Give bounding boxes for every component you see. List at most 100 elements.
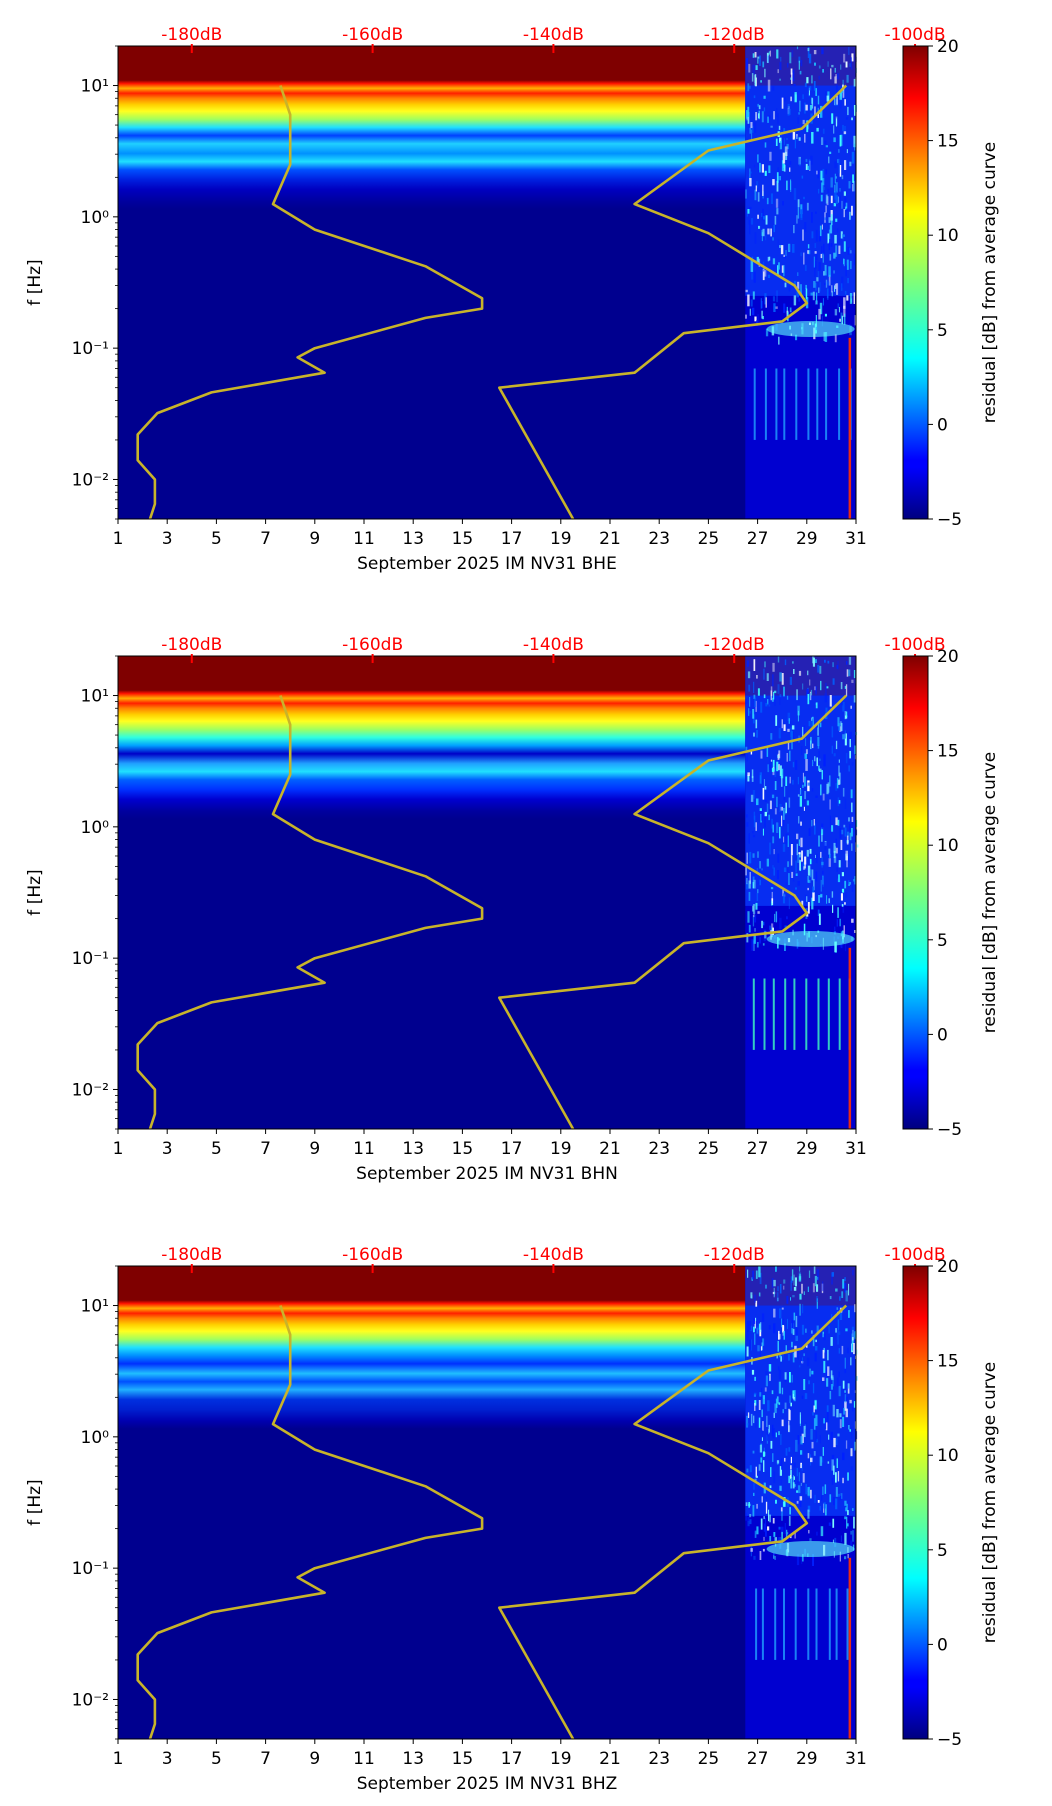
noise-speck bbox=[749, 178, 752, 187]
noise-speck bbox=[762, 228, 765, 237]
x-tick-label: 3 bbox=[162, 1139, 173, 1159]
noise-speck bbox=[774, 1556, 776, 1560]
x-tick-label: 3 bbox=[162, 529, 173, 549]
noise-speck bbox=[789, 167, 791, 172]
noise-speck bbox=[819, 302, 823, 315]
noise-speck bbox=[757, 882, 760, 885]
noise-speck bbox=[779, 172, 781, 184]
noise-speck bbox=[747, 1412, 750, 1418]
noise-speck bbox=[790, 855, 793, 866]
noise-speck bbox=[832, 662, 834, 668]
noise-speck bbox=[846, 295, 849, 301]
noise-speck bbox=[811, 231, 814, 239]
noise-speck bbox=[754, 189, 757, 201]
noise-speck bbox=[842, 1477, 844, 1484]
noise-speck bbox=[749, 710, 751, 714]
noise-speck bbox=[846, 149, 848, 154]
noise-speck bbox=[800, 1436, 803, 1445]
noise-speck bbox=[818, 895, 820, 903]
noise-speck bbox=[781, 719, 783, 729]
noise-speck bbox=[840, 893, 843, 901]
noise-speck bbox=[811, 212, 813, 223]
noise-speck bbox=[793, 669, 795, 674]
noise-speck bbox=[816, 277, 819, 282]
noise-speck bbox=[838, 765, 840, 777]
noise-speck bbox=[749, 1339, 751, 1350]
y-tick-label: 10⁻² bbox=[72, 1690, 109, 1710]
noise-speck bbox=[801, 1324, 805, 1335]
noise-speck bbox=[814, 251, 817, 254]
noise-speck bbox=[761, 213, 763, 218]
noise-speck bbox=[767, 55, 769, 63]
noise-speck bbox=[848, 47, 850, 55]
noise-speck bbox=[776, 1460, 780, 1464]
noise-speck bbox=[762, 316, 764, 320]
noise-speck bbox=[746, 822, 749, 827]
noise-speck bbox=[815, 854, 816, 858]
noise-speck bbox=[774, 781, 777, 790]
noise-speck bbox=[748, 880, 751, 889]
noise-speck bbox=[791, 1341, 793, 1348]
noise-speck bbox=[850, 705, 852, 709]
noise-speck bbox=[756, 256, 759, 264]
colorbar-tick-label: 0 bbox=[937, 1025, 948, 1045]
x-tick-label: 17 bbox=[501, 529, 523, 549]
noise-speck bbox=[845, 61, 848, 68]
noise-speck bbox=[812, 886, 815, 893]
noise-speck bbox=[834, 926, 836, 931]
noise-speck bbox=[760, 1322, 762, 1333]
noise-speck bbox=[761, 1430, 763, 1437]
noise-speck bbox=[799, 852, 801, 858]
noise-speck bbox=[828, 156, 830, 164]
noise-speck bbox=[775, 1432, 777, 1438]
noise-speck bbox=[784, 1523, 786, 1534]
noise-speck bbox=[783, 867, 787, 872]
low-frequency-streak bbox=[794, 1588, 797, 1660]
noise-speck bbox=[809, 679, 811, 686]
noise-speck bbox=[775, 198, 779, 208]
noise-speck bbox=[818, 308, 821, 320]
noise-speck bbox=[782, 1409, 784, 1414]
noise-speck bbox=[796, 288, 799, 298]
noise-speck bbox=[796, 1500, 799, 1504]
noise-speck bbox=[823, 1333, 826, 1341]
noise-speck bbox=[797, 117, 799, 124]
noise-speck bbox=[838, 800, 841, 804]
noise-speck bbox=[851, 205, 853, 216]
noise-speck bbox=[785, 1529, 788, 1539]
noise-speck bbox=[789, 1407, 791, 1411]
noise-speck bbox=[746, 118, 748, 121]
noise-speck bbox=[747, 106, 750, 117]
noise-speck bbox=[789, 1507, 791, 1515]
x-tick-label: 29 bbox=[796, 529, 818, 549]
noise-speck bbox=[756, 868, 759, 872]
noise-speck bbox=[786, 143, 789, 150]
noise-speck bbox=[769, 765, 771, 770]
noise-speck bbox=[798, 1472, 800, 1482]
noise-speck bbox=[847, 1383, 850, 1389]
noise-speck bbox=[764, 786, 767, 790]
noise-speck bbox=[749, 308, 751, 316]
noise-speck bbox=[747, 83, 750, 92]
noise-speck bbox=[800, 1462, 802, 1469]
noise-speck bbox=[835, 1328, 837, 1333]
noise-speck bbox=[839, 1551, 841, 1562]
noise-speck bbox=[815, 853, 818, 864]
noise-speck bbox=[810, 736, 812, 744]
noise-speck bbox=[754, 1478, 757, 1481]
noise-speck bbox=[821, 137, 824, 145]
noise-speck bbox=[791, 742, 793, 750]
noise-speck bbox=[828, 898, 830, 904]
noise-speck bbox=[823, 1360, 826, 1373]
noise-speck bbox=[749, 872, 751, 884]
noise-speck bbox=[839, 318, 841, 322]
low-frequency-streak bbox=[835, 1588, 838, 1660]
noise-speck bbox=[757, 56, 760, 59]
noise-speck bbox=[810, 1457, 813, 1463]
noise-speck bbox=[783, 1330, 785, 1340]
noise-speck bbox=[803, 866, 806, 870]
colorbar-label: residual [dB] from average curve bbox=[980, 752, 1000, 1033]
noise-speck bbox=[770, 228, 772, 237]
noise-speck bbox=[822, 870, 824, 876]
noise-speck bbox=[799, 1497, 802, 1507]
